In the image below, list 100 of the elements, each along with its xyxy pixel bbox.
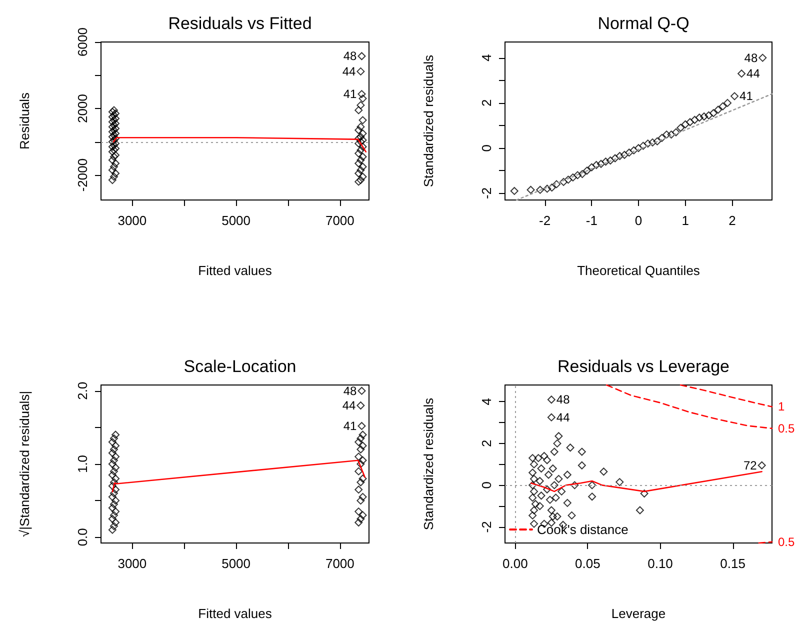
x-tick-label: 1	[682, 213, 689, 228]
point	[616, 478, 624, 486]
point	[600, 468, 608, 476]
point	[568, 173, 577, 182]
point	[528, 454, 537, 462]
point	[758, 461, 766, 470]
point	[112, 442, 120, 450]
y-tick-label: 0	[479, 482, 494, 489]
annotation: 0.5	[778, 421, 796, 436]
point	[110, 522, 118, 530]
annotation: 1	[778, 400, 785, 414]
point	[548, 184, 556, 192]
point	[354, 467, 363, 476]
point	[620, 150, 628, 159]
point	[530, 487, 538, 496]
point	[108, 482, 116, 490]
point	[536, 186, 544, 194]
point	[644, 140, 652, 148]
x-axis-title: Theoretical Quantiles	[577, 263, 700, 278]
point	[564, 176, 572, 184]
point	[530, 460, 538, 468]
x-tick-label: -1	[586, 213, 598, 228]
annotation: 44	[342, 64, 356, 78]
x-axis-title: Fitted values	[198, 606, 272, 621]
point	[709, 109, 718, 118]
x-tick-label: 0.00	[502, 556, 528, 571]
point	[578, 448, 586, 456]
point	[686, 118, 694, 126]
point	[112, 474, 120, 483]
annotation: 48	[343, 49, 358, 64]
point	[616, 152, 624, 160]
point	[108, 438, 116, 446]
point	[356, 401, 365, 410]
y-axis-title: √|Standardized residuals|	[17, 390, 32, 538]
x-tick-label: 5000	[222, 213, 250, 228]
x-tick-label: 3000	[118, 556, 147, 571]
point	[738, 70, 746, 78]
y-axis-title: Standardized residuals	[421, 397, 436, 530]
line-series	[606, 384, 773, 430]
point	[358, 422, 366, 430]
x-tick-label: 7000	[325, 213, 354, 228]
point	[356, 496, 365, 505]
annotation: 48	[556, 392, 570, 407]
point	[544, 470, 553, 479]
point	[546, 496, 554, 504]
point	[108, 526, 116, 534]
y-tick-label: 2.0	[75, 382, 90, 400]
point	[110, 489, 118, 498]
point	[110, 478, 118, 486]
x-axis-title: Leverage	[611, 606, 666, 621]
point	[667, 130, 676, 139]
point	[672, 128, 680, 136]
point	[625, 148, 634, 157]
y-tick-label: 2	[479, 440, 494, 448]
annotation: 48	[343, 384, 358, 398]
point	[578, 170, 586, 178]
annotation: 41	[343, 87, 358, 102]
point	[537, 464, 546, 472]
point	[530, 474, 538, 483]
y-tick-label: 2000	[75, 94, 90, 123]
chart-title: Scale-Location	[184, 357, 296, 376]
y-tick-label: 2	[479, 99, 494, 107]
point	[552, 494, 560, 502]
point	[356, 434, 365, 442]
point	[112, 496, 120, 505]
y-tick-label: 4	[479, 398, 494, 406]
point	[582, 166, 591, 175]
point	[611, 154, 620, 162]
point	[356, 460, 365, 468]
point	[724, 98, 732, 107]
x-tick-label: 0.15	[720, 556, 746, 571]
point	[554, 474, 563, 483]
point	[358, 430, 367, 439]
y-axis-title: Residuals	[17, 92, 32, 150]
y-tick-label: -2	[479, 187, 494, 200]
point	[356, 445, 365, 454]
point	[354, 452, 363, 461]
point	[110, 511, 118, 520]
point	[690, 116, 699, 124]
point	[358, 474, 367, 483]
point	[606, 156, 614, 164]
point	[528, 481, 537, 490]
point	[110, 434, 118, 442]
x-tick-label: 0.10	[648, 556, 673, 571]
point	[110, 456, 118, 464]
point	[112, 430, 120, 439]
point	[354, 518, 363, 527]
point	[528, 468, 537, 477]
point	[108, 449, 116, 458]
point	[354, 438, 363, 446]
annotation: 0.5	[778, 534, 796, 549]
point	[566, 444, 574, 452]
point	[662, 130, 671, 139]
point	[630, 146, 638, 154]
point	[548, 464, 557, 472]
x-tick-label: 0	[634, 213, 642, 228]
chart-title: Residuals vs Fitted	[168, 14, 312, 33]
point	[108, 492, 116, 501]
point	[358, 456, 367, 464]
point	[563, 498, 572, 507]
